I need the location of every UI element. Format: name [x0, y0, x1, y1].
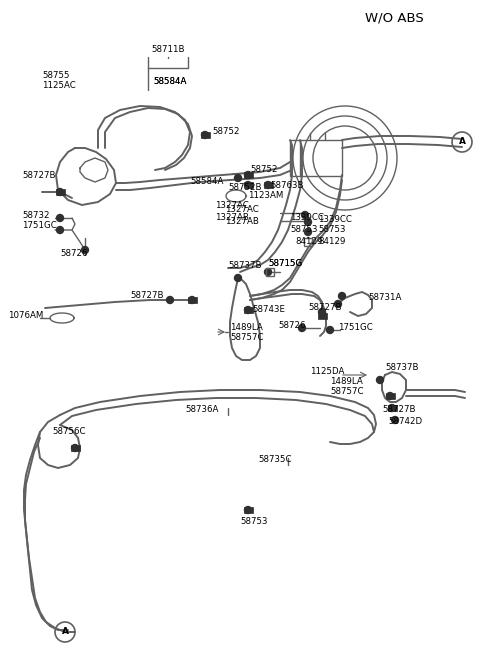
Text: 1339CC: 1339CC [290, 214, 324, 223]
Circle shape [57, 189, 63, 195]
Bar [290, 140, 342, 176]
Text: 58753: 58753 [290, 225, 317, 234]
Text: 58763B: 58763B [270, 181, 303, 189]
Bar [243, 182, 252, 188]
Text: 58757C: 58757C [230, 333, 264, 343]
Text: 58743E: 58743E [252, 305, 285, 314]
Text: W/O ABS: W/O ABS [365, 12, 424, 24]
Circle shape [57, 214, 63, 221]
Text: 1125DA: 1125DA [310, 367, 344, 377]
Circle shape [244, 506, 252, 514]
Bar [243, 507, 252, 513]
Text: 84129: 84129 [295, 238, 323, 246]
Text: 58727B: 58727B [22, 170, 56, 179]
Bar [387, 405, 396, 411]
Bar [317, 313, 326, 319]
Bar [264, 182, 273, 188]
Text: 58736A: 58736A [185, 405, 218, 415]
Bar [201, 132, 209, 138]
Text: 1076AM: 1076AM [8, 312, 43, 320]
Circle shape [82, 246, 88, 253]
Text: 1751GC: 1751GC [22, 221, 57, 231]
Text: 1123AM: 1123AM [248, 191, 283, 200]
Circle shape [167, 297, 173, 303]
Text: 58753: 58753 [318, 225, 346, 234]
Circle shape [235, 174, 241, 181]
Circle shape [386, 392, 394, 400]
Circle shape [376, 377, 384, 383]
Circle shape [335, 301, 341, 307]
Text: 58727B: 58727B [308, 303, 341, 312]
Text: 58727B: 58727B [130, 291, 164, 299]
Circle shape [264, 269, 272, 276]
Text: 1489LA: 1489LA [330, 377, 363, 386]
Circle shape [189, 297, 195, 303]
Circle shape [202, 132, 208, 138]
Bar [188, 297, 196, 303]
Text: 58742D: 58742D [388, 417, 422, 426]
Bar [385, 393, 395, 399]
Bar [304, 238, 312, 246]
Text: 58737B: 58737B [385, 364, 419, 373]
Text: 58757C: 58757C [330, 388, 363, 396]
Circle shape [301, 212, 309, 219]
Circle shape [319, 309, 325, 316]
Text: 58715G: 58715G [268, 259, 302, 267]
Text: 1327AB: 1327AB [215, 212, 249, 221]
Text: 84129: 84129 [318, 236, 346, 246]
Text: A: A [458, 138, 466, 147]
Text: 58584A: 58584A [153, 77, 186, 86]
Text: 58584A: 58584A [153, 77, 186, 86]
Circle shape [244, 307, 252, 314]
Text: 1125AC: 1125AC [42, 81, 76, 90]
Text: 58726: 58726 [60, 250, 87, 259]
Circle shape [57, 227, 63, 233]
Text: 58752: 58752 [212, 128, 240, 136]
Bar [71, 445, 80, 451]
Circle shape [304, 219, 312, 225]
Circle shape [304, 229, 312, 236]
Text: 58735C: 58735C [258, 455, 291, 464]
Text: 58753: 58753 [240, 517, 267, 527]
Circle shape [72, 445, 79, 451]
Text: 58756C: 58756C [52, 428, 85, 436]
Circle shape [244, 181, 252, 189]
Text: 58752: 58752 [250, 166, 277, 174]
Text: 58715G: 58715G [268, 259, 302, 267]
Circle shape [264, 181, 272, 189]
Text: 58726: 58726 [278, 320, 305, 329]
Text: 58584A: 58584A [190, 178, 223, 187]
Text: 58737B: 58737B [228, 261, 262, 269]
Text: 1327AB: 1327AB [225, 217, 259, 227]
Text: 58731A: 58731A [368, 293, 401, 303]
Circle shape [392, 417, 398, 424]
Text: 1327AC: 1327AC [215, 200, 249, 210]
Circle shape [299, 324, 305, 331]
Bar [266, 268, 274, 276]
Circle shape [244, 172, 252, 179]
Circle shape [326, 326, 334, 333]
Text: 58752B: 58752B [228, 183, 262, 193]
Text: 1751GC: 1751GC [338, 324, 373, 333]
Circle shape [338, 293, 346, 299]
Bar [243, 307, 252, 313]
Text: A: A [61, 627, 69, 637]
Circle shape [388, 405, 396, 411]
Text: 58711B: 58711B [151, 45, 185, 54]
Bar [243, 172, 252, 178]
Text: 1339CC: 1339CC [318, 214, 352, 223]
Text: 1327AC: 1327AC [225, 206, 259, 214]
Text: 1489LA: 1489LA [230, 324, 263, 333]
Circle shape [235, 274, 241, 282]
Text: 58727B: 58727B [382, 405, 416, 415]
Bar [56, 189, 64, 195]
Text: 58755: 58755 [42, 71, 70, 79]
Text: 58732: 58732 [22, 210, 49, 219]
